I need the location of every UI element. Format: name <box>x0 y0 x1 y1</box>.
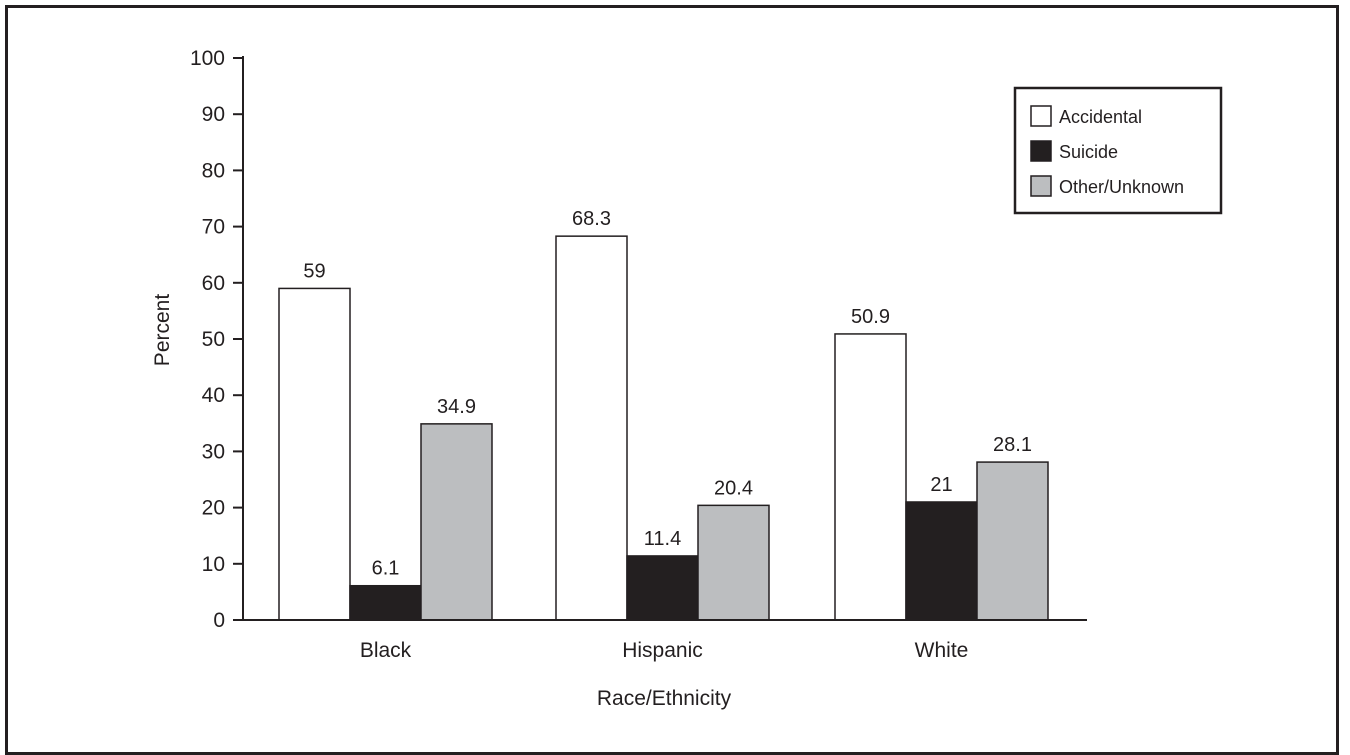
x-axis-title: Race/Ethnicity <box>597 687 732 710</box>
y-tick-label: 70 <box>202 216 225 239</box>
bar-black-suicide <box>349 584 422 621</box>
bars <box>278 235 1049 621</box>
y-tick-label: 50 <box>202 328 225 351</box>
x-tick-label: White <box>915 639 969 662</box>
bar-white-accidental <box>834 333 907 621</box>
x-tick-label: Hispanic <box>622 639 703 662</box>
data-labels: 59 6.1 34.9 68.3 11.4 20.4 50.9 21 28.1 <box>303 208 1032 580</box>
legend-swatch <box>1030 175 1052 197</box>
data-label: 20.4 <box>714 477 753 499</box>
y-tick-label: 80 <box>202 159 225 182</box>
data-label: 59 <box>303 260 325 282</box>
legend-swatch <box>1030 105 1052 127</box>
data-label: 28.1 <box>993 434 1032 456</box>
data-label: 21 <box>930 474 952 496</box>
bar-white-suicide <box>905 501 978 621</box>
y-axis-ticks: 0 10 20 30 40 50 60 70 80 90 100 <box>190 47 243 632</box>
y-tick-label: 30 <box>202 440 225 463</box>
data-label: 50.9 <box>851 306 890 328</box>
bar-hispanic-accidental <box>555 235 628 621</box>
data-label: 11.4 <box>644 528 681 550</box>
x-tick-label: Black <box>360 639 412 662</box>
bar-hispanic-suicide <box>626 555 699 621</box>
y-tick-label: 40 <box>202 384 225 407</box>
y-tick-label: 20 <box>202 497 225 520</box>
legend-label: Suicide <box>1059 142 1118 162</box>
x-axis-ticks: Black Hispanic White <box>360 639 969 662</box>
legend: Accidental Suicide Other/Unknown <box>1013 86 1223 215</box>
data-label: 6.1 <box>372 558 400 580</box>
legend-label: Accidental <box>1059 107 1142 127</box>
y-axis-title: Percent <box>151 294 174 367</box>
bar-hispanic-other-unknown <box>697 504 770 621</box>
y-tick-label: 60 <box>202 272 225 295</box>
bar-white-other-unknown <box>976 461 1049 621</box>
y-tick-label: 10 <box>202 553 225 576</box>
y-tick-label: 0 <box>213 609 225 632</box>
legend-label: Other/Unknown <box>1059 177 1184 197</box>
y-tick-label: 90 <box>202 103 225 126</box>
data-label: 34.9 <box>437 396 476 418</box>
bar-black-other-unknown <box>420 423 493 621</box>
data-label: 68.3 <box>572 208 611 230</box>
bar-black-accidental <box>278 287 351 621</box>
y-tick-label: 100 <box>190 47 225 70</box>
legend-swatch <box>1030 140 1052 162</box>
